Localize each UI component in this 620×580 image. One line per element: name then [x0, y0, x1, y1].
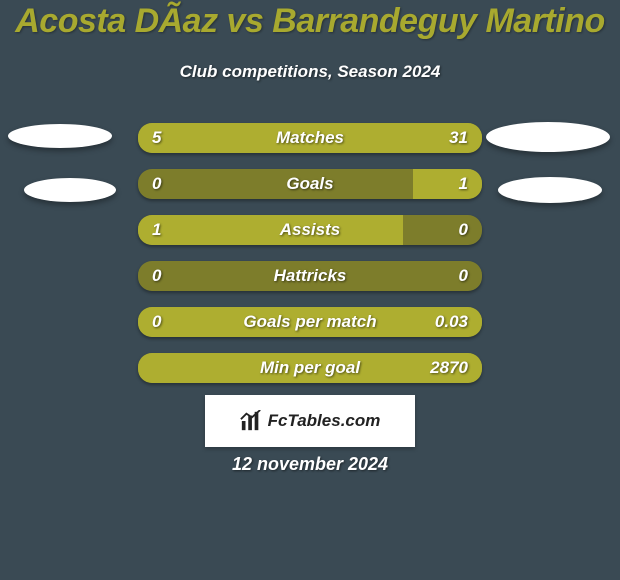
- stat-fill-left: [138, 215, 403, 245]
- team-marker-ellipse: [498, 177, 602, 203]
- stat-track: [138, 261, 482, 291]
- stat-row: 531Matches: [138, 123, 482, 153]
- stat-row: 2870Min per goal: [138, 353, 482, 383]
- stat-fill-right: [200, 123, 482, 153]
- stat-row: 00.03Goals per match: [138, 307, 482, 337]
- stat-value-left: 0: [152, 169, 161, 199]
- stat-value-left: 0: [152, 261, 161, 291]
- stat-fill-left: [138, 123, 200, 153]
- stat-row: 00Hattricks: [138, 261, 482, 291]
- title-text: Acosta DÃ­az vs Barrandeguy Martino: [15, 2, 605, 40]
- stat-fill-right: [138, 307, 482, 337]
- stat-row: 10Assists: [138, 215, 482, 245]
- chart-icon: [240, 410, 262, 432]
- comparison-infographic: Acosta DÃ­az vs Barrandeguy Martino Club…: [0, 0, 620, 580]
- team-marker-ellipse: [486, 122, 610, 152]
- team-marker-ellipse: [24, 178, 116, 202]
- team-marker-ellipse: [8, 124, 112, 148]
- subtitle: Club competitions, Season 2024: [0, 62, 620, 82]
- stat-value-left: 0: [152, 307, 161, 337]
- stat-value-right: 31: [449, 123, 468, 153]
- stat-rows: 531Matches01Goals10Assists00Hattricks00.…: [138, 123, 482, 399]
- stat-value-right: 0: [459, 215, 468, 245]
- stat-value-right: 2870: [430, 353, 468, 383]
- stat-fill-right: [413, 169, 482, 199]
- stat-value-left: 5: [152, 123, 161, 153]
- stat-value-left: 1: [152, 215, 161, 245]
- brand-box: FcTables.com: [205, 395, 415, 447]
- date-text: 12 november 2024: [0, 454, 620, 475]
- stat-value-right: 0: [459, 261, 468, 291]
- brand-text: FcTables.com: [268, 411, 381, 431]
- stat-value-right: 0.03: [435, 307, 468, 337]
- page-title: Acosta DÃ­az vs Barrandeguy Martino: [0, 2, 620, 41]
- stat-row: 01Goals: [138, 169, 482, 199]
- stat-value-right: 1: [459, 169, 468, 199]
